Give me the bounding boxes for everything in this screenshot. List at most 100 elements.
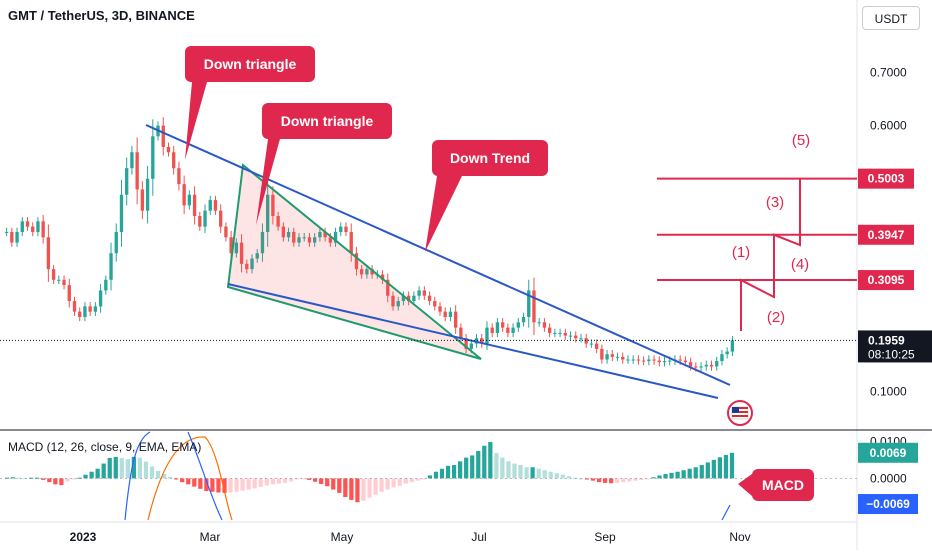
macd-bar: [639, 478, 644, 480]
macd-bar: [168, 476, 173, 479]
currency-selector[interactable]: USDT: [862, 6, 920, 30]
candle-body: [584, 338, 588, 344]
candle-body: [412, 295, 416, 302]
macd-histogram: [0, 442, 857, 503]
macd-bar: [554, 473, 559, 479]
candle-body: [219, 210, 223, 227]
candle-body: [292, 231, 296, 243]
macd-value-text: 0.0069: [870, 446, 907, 460]
candle-body: [187, 194, 192, 206]
macd-bar: [282, 478, 288, 483]
macd-bar: [264, 478, 269, 486]
candle-body: [730, 340, 735, 352]
macd-bar: [95, 468, 100, 479]
macd-bar: [113, 456, 118, 479]
macd-bar: [258, 478, 263, 487]
macd-bar: [439, 468, 445, 479]
candle-body: [600, 348, 604, 360]
wave-label: (4): [791, 256, 809, 273]
candle-body: [57, 279, 61, 281]
macd-bar: [331, 478, 336, 490]
macd-bar: [596, 478, 602, 483]
candle-body: [699, 366, 703, 368]
candle-body: [328, 237, 333, 243]
candle-body: [704, 364, 708, 367]
candle-body: [438, 306, 442, 312]
macd-bar: [445, 465, 451, 479]
macd-bar: [77, 477, 82, 479]
candle-body: [500, 322, 505, 328]
flag-stripe: [732, 407, 748, 409]
candle-body: [615, 356, 620, 358]
macd-bar: [361, 478, 366, 501]
price-tick-label: 0.7000: [870, 66, 907, 80]
candle-body: [130, 152, 134, 169]
axis-labels: 0.70000.60000.50000.40000.30000.20000.10…: [70, 66, 932, 544]
candle-body: [234, 242, 239, 254]
macd-bar: [458, 461, 463, 479]
macd-bar: [470, 455, 475, 479]
time-tick-label: Mar: [200, 530, 221, 544]
candle-body: [41, 221, 45, 238]
candle-body: [715, 361, 719, 367]
candle-body: [166, 146, 171, 153]
macd-bar: [155, 470, 161, 479]
macd-value-box: [858, 442, 918, 463]
candle-body: [406, 295, 411, 302]
callout-text: Down Trend: [450, 150, 530, 166]
candle-body: [213, 200, 218, 211]
macd-bar: [10, 477, 16, 479]
macd-bar: [89, 471, 94, 479]
macd-bar: [669, 472, 674, 479]
candle-body: [349, 231, 353, 254]
macd-bar: [125, 459, 130, 479]
macd-bar: [53, 478, 58, 485]
candle-body: [4, 231, 9, 233]
candle-body: [370, 269, 374, 275]
macd-callout-box: [752, 469, 814, 501]
time-tick-label: May: [331, 530, 354, 544]
macd-bar: [198, 478, 203, 489]
candle-body: [579, 338, 583, 340]
candle-body: [495, 322, 500, 333]
macd-tick-label: 0.0000: [870, 471, 907, 485]
macd-value-box: [858, 494, 918, 515]
candle-body: [574, 335, 578, 339]
macd-title: MACD (12, 26, close, 9, EMA, EMA): [8, 440, 202, 454]
candle-body: [527, 290, 531, 317]
macd-bar: [228, 478, 233, 493]
candle-body: [417, 290, 421, 296]
candle-body: [568, 335, 573, 337]
candle-body: [161, 125, 165, 147]
candle-body: [276, 216, 280, 227]
candle-body: [31, 226, 35, 232]
price-tick-label: 0.6000: [870, 119, 907, 133]
macd-bar: [391, 478, 396, 488]
callout-pointer: [256, 139, 280, 225]
macd-bar: [578, 478, 584, 480]
candle-body: [506, 327, 510, 333]
candle-body: [469, 343, 473, 349]
countdown-text: 08:10:25: [868, 347, 915, 361]
macd-bar: [65, 478, 70, 482]
candle-body: [51, 269, 56, 280]
macd-bar: [379, 478, 384, 492]
candle-body: [339, 226, 343, 232]
flag-stripe: [732, 411, 748, 413]
candle-body: [380, 274, 385, 280]
macd-bar: [101, 463, 106, 479]
candle-body: [720, 354, 724, 362]
symbol-title: GMT / TetherUS, 3D, BINANCE: [8, 8, 195, 23]
candle-body: [266, 194, 270, 232]
time-tick-label: Nov: [729, 530, 750, 544]
candle-body: [563, 332, 567, 336]
candle-body: [354, 253, 359, 270]
candle-body: [62, 279, 66, 286]
price-label-text: 0.5003: [868, 172, 905, 186]
candle-body: [448, 311, 453, 317]
macd-bar: [325, 478, 330, 487]
wave-label: (1): [732, 244, 750, 261]
candle-body: [140, 189, 145, 211]
